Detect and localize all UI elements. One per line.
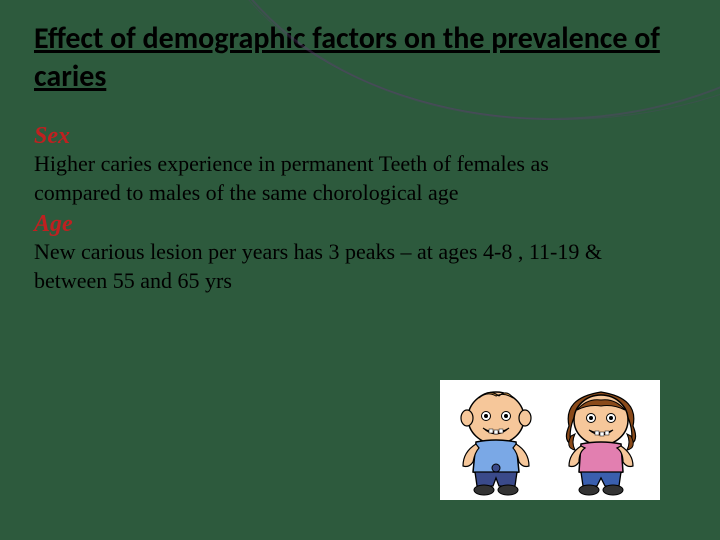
slide-title: Effect of demographic factors on the pre… (34, 20, 690, 95)
section-text-age: New carious lesion per years has 3 peaks… (34, 238, 634, 295)
section-text-sex: Higher caries experience in permanent Te… (34, 150, 634, 207)
section-label-sex: Sex (34, 123, 690, 150)
cartoon-boy-icon (449, 386, 544, 496)
children-illustration (440, 380, 660, 500)
slide-content: Effect of demographic factors on the pre… (0, 0, 720, 315)
section-label-age: Age (34, 211, 690, 238)
cartoon-girl-icon (551, 386, 651, 496)
